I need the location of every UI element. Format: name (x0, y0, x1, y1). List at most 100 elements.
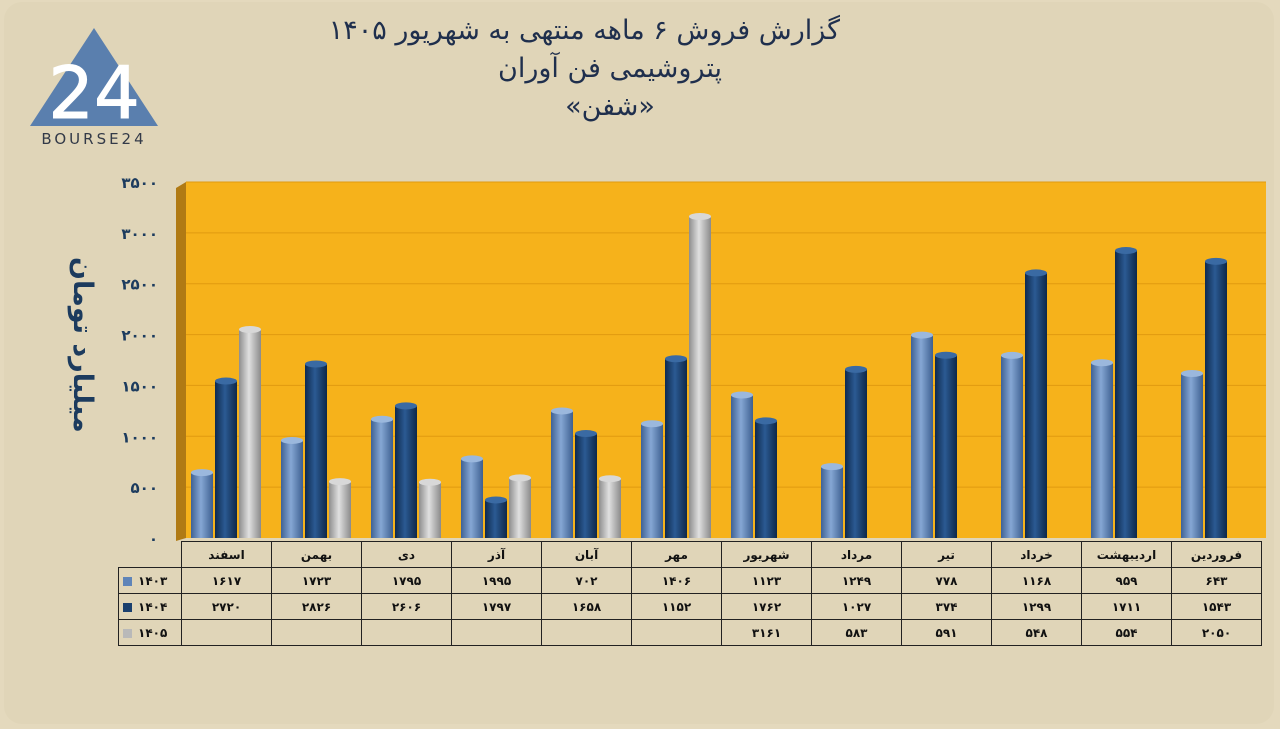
bar-cap (665, 355, 687, 363)
data-cell: ۲۶۰۶ (361, 593, 452, 620)
bar (641, 420, 663, 538)
bar-cap (551, 407, 573, 415)
bar (239, 325, 261, 538)
data-cell: ۹۵۹ (1081, 567, 1172, 594)
bar-body (215, 381, 237, 538)
bar-body (1091, 362, 1113, 538)
data-cell: ۱۷۹۵ (361, 567, 452, 594)
data-cell: ۱۷۹۷ (451, 593, 542, 620)
data-cell (631, 619, 722, 646)
data-cell: ۵۸۳ (811, 619, 902, 646)
bar-cap (461, 455, 483, 463)
data-cell: ۱۷۶۲ (721, 593, 812, 620)
bar (1091, 359, 1113, 538)
bar (419, 478, 441, 538)
y-tick-label: ۱۵۰۰ (121, 377, 158, 395)
bar-cap (575, 430, 597, 438)
series-name: ۱۴۰۳ (138, 573, 168, 588)
bar-cap (215, 377, 237, 385)
y-tick-label: ۵۰۰ (131, 479, 158, 497)
title-line-3: «شفن» (565, 91, 655, 122)
bar-cap (371, 415, 393, 423)
data-cell: ۱۲۴۹ (811, 567, 902, 594)
bar-cap (599, 475, 621, 483)
bar (371, 415, 393, 538)
bar-body (1001, 355, 1023, 538)
data-cell (181, 619, 272, 646)
bar-cap (281, 436, 303, 444)
bar-cap (1115, 247, 1137, 255)
bar-cap (641, 420, 663, 428)
chart-title: گزارش فروش ۶ ماهه منتهی به شهریور ۱۴۰۵ پ… (328, 12, 840, 126)
bar-cap (1181, 370, 1203, 378)
data-cell: ۷۷۸ (901, 567, 992, 594)
category-label: آبان (541, 541, 632, 568)
bar-body (305, 363, 327, 538)
category-label: تیر (901, 541, 992, 568)
data-cell: ۱۲۹۹ (991, 593, 1082, 620)
bar-cap (731, 391, 753, 399)
bar-body (755, 420, 777, 538)
table-corner (119, 542, 182, 568)
data-cell (451, 619, 542, 646)
category-label: آذر (451, 541, 542, 568)
bar-body (689, 216, 711, 538)
bar-body (665, 358, 687, 538)
bar (1001, 351, 1023, 538)
bar (845, 365, 867, 538)
bar-cap (419, 478, 441, 486)
bars (191, 212, 1227, 539)
data-cell: ۱۱۵۲ (631, 593, 722, 620)
bar (575, 430, 597, 538)
bar (1025, 269, 1047, 538)
category-label: مرداد (811, 541, 902, 568)
table-row: ۱۴۰۵ ۳۱۶۱ ۵۸۳ ۵۹۱ ۵۴۸ ۵۵۴ ۲۰۵۰ (118, 619, 1262, 646)
bar (689, 212, 711, 538)
plot-background (186, 182, 1266, 538)
legend-swatch (123, 628, 132, 638)
bar (1181, 370, 1203, 538)
bar-cap (1091, 359, 1113, 367)
data-cell: ۵۹۱ (901, 619, 992, 646)
bar-body (821, 466, 843, 538)
data-cell: ۷۰۲ (541, 567, 632, 594)
bar (551, 407, 573, 538)
bar (755, 417, 777, 538)
bar-body (371, 419, 393, 538)
bar-body (419, 482, 441, 538)
legend-swatch (123, 602, 132, 612)
category-label: مهر (631, 541, 722, 568)
bar (1205, 257, 1227, 538)
data-cell: ۱۷۱۱ (1081, 593, 1172, 620)
bar-cap (305, 360, 327, 368)
y-tick-labels: ۰ ۵۰۰ ۱۰۰۰ ۱۵۰۰ ۲۰۰۰ ۲۵۰۰ ۳۰۰۰ ۳۵۰۰ (121, 174, 158, 548)
bar-cap (239, 325, 261, 333)
category-label: اسفند (181, 541, 272, 568)
bar-cap (935, 351, 957, 359)
data-cell: ۳۷۴ (901, 593, 992, 620)
bar-cap (1205, 257, 1227, 265)
category-label: فروردین (1171, 541, 1262, 568)
bar-body (911, 335, 933, 538)
bar-cap (1025, 269, 1047, 277)
bar-cap (845, 365, 867, 373)
category-label: خرداد (991, 541, 1082, 568)
bar-cap (755, 417, 777, 425)
gridlines (186, 181, 1266, 488)
title-line-2: پتروشیمی فن آوران (497, 53, 722, 84)
data-cell: ۶۴۳ (1171, 567, 1262, 594)
bar (461, 455, 483, 538)
bar (665, 355, 687, 538)
data-table: اسفند بهمن دی آذر آبان مهر شهریور مرداد تیر خرداد… (118, 541, 1262, 646)
bar (599, 475, 621, 538)
data-cell: ۱۷۲۳ (271, 567, 362, 594)
bar-cap (329, 478, 351, 486)
title-line-1: گزارش فروش ۶ ماهه منتهی به شهریور ۱۴۰۵ (328, 15, 840, 46)
y-tick-label: ۳۰۰۰ (121, 225, 158, 243)
bar (731, 391, 753, 538)
bar (191, 469, 213, 538)
data-cell (541, 619, 632, 646)
table-header-row: اسفند بهمن دی آذر آبان مهر شهریور مرداد تیر خرداد… (119, 541, 1262, 568)
bar-body (1205, 261, 1227, 538)
